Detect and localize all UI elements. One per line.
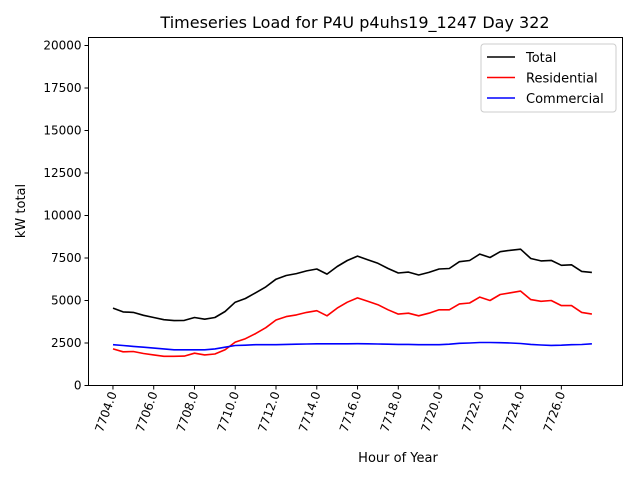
y-axis-label: kW total — [14, 184, 29, 238]
y-tick-label: 17500 — [43, 81, 81, 95]
series-line-total — [112, 248, 592, 322]
series-line-commercial — [112, 341, 592, 351]
x-axis-label: Hour of Year — [358, 451, 438, 466]
series-line-residential — [112, 290, 593, 358]
legend-box — [480, 43, 617, 113]
chart-title: Timeseries Load for P4U p4uhs19_1247 Day… — [159, 13, 549, 33]
series-group — [112, 248, 593, 358]
legend-label-total: Total — [525, 51, 556, 66]
y-tick-label: 5000 — [51, 293, 82, 307]
y-tick-label: 0 — [74, 379, 82, 393]
y-tick-label: 2500 — [51, 336, 82, 350]
y-tick-label: 7500 — [51, 251, 82, 265]
legend-label-commercial: Commercial — [526, 92, 604, 107]
y-tick-label: 15000 — [43, 123, 81, 137]
y-tick-label: 10000 — [43, 208, 81, 222]
y-tick-label: 20000 — [43, 38, 81, 52]
plot-frame — [88, 37, 623, 386]
legend-label-residential: Residential — [526, 72, 598, 87]
legend: Total Residential Commercial — [480, 43, 617, 113]
y-tick-label: 12500 — [43, 166, 81, 180]
